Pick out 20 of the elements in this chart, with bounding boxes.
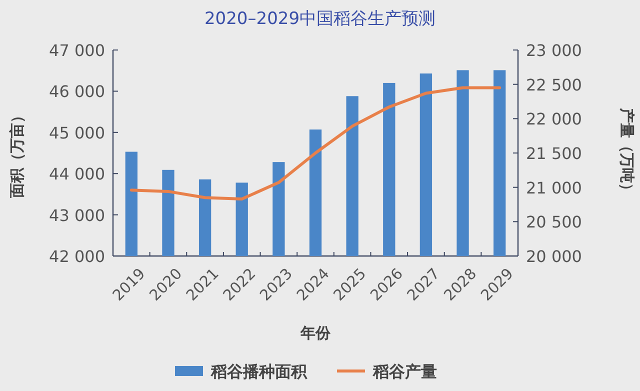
line-series (130, 86, 502, 201)
y2-tick-label: 20 500 (526, 212, 582, 232)
y2-tick-label: 21 500 (526, 144, 582, 163)
y-tick-label: 43 000 (49, 206, 105, 225)
y2-tick-label: 22 500 (526, 75, 582, 94)
y-tick-label: 44 000 (49, 164, 105, 184)
legend-label: 稻谷产量 (372, 362, 437, 381)
y-tick-label: 47 000 (49, 41, 105, 60)
y2-tick-label: 21 000 (526, 178, 582, 198)
y-tick-label: 42 000 (49, 247, 105, 266)
y2-axis-title: 产量（万吨） (618, 107, 636, 198)
x-axis-title: 年份 (300, 324, 332, 342)
chart-title: 2020–2029中国稻谷生产预测 (204, 9, 436, 29)
y2-tick-label: 22 000 (526, 110, 582, 129)
y-tick-label: 46 000 (49, 82, 105, 102)
y-axis-title: 面积（万亩） (8, 108, 26, 199)
y2-tick-label: 23 000 (526, 41, 582, 60)
y2-tick-label: 20 000 (526, 247, 582, 266)
legend-label: 稻谷播种面积 (210, 362, 308, 381)
y-tick-label: 45 000 (49, 123, 105, 142)
